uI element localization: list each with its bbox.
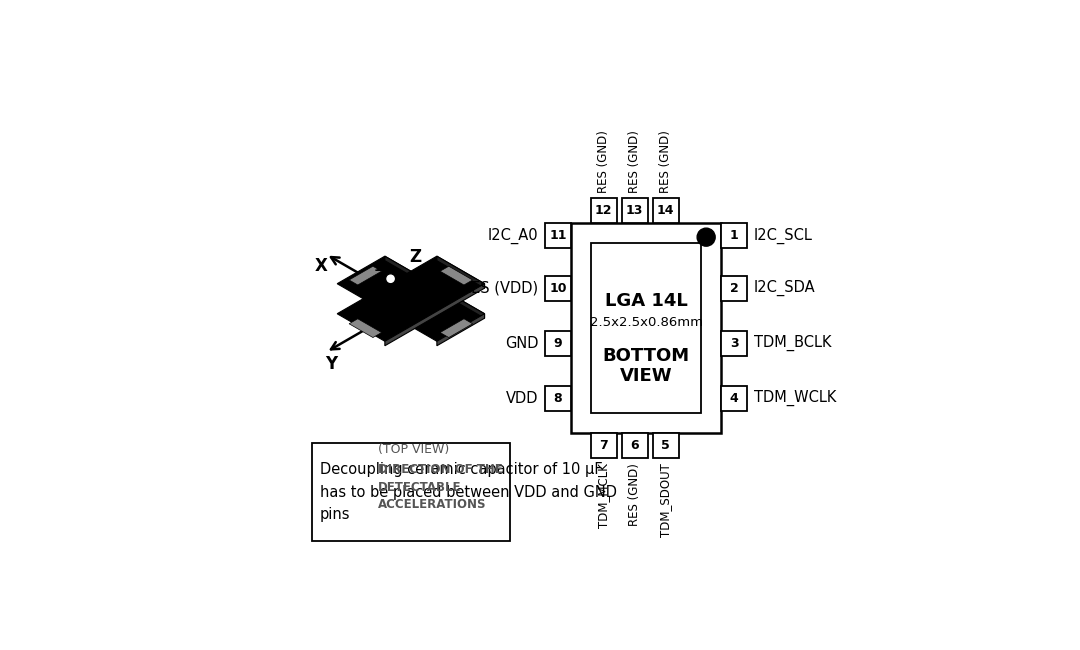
Text: (TOP VIEW): (TOP VIEW) bbox=[378, 443, 449, 456]
Text: 14: 14 bbox=[657, 204, 674, 217]
Polygon shape bbox=[349, 266, 381, 285]
Text: TDM_BCLK: TDM_BCLK bbox=[754, 335, 832, 352]
Bar bbox=[721, 276, 747, 301]
Polygon shape bbox=[337, 256, 485, 341]
Text: DETECTABLE: DETECTABLE bbox=[378, 481, 462, 494]
Bar bbox=[652, 198, 678, 223]
Text: 5: 5 bbox=[661, 439, 670, 452]
Bar bbox=[312, 443, 510, 541]
Text: 7: 7 bbox=[599, 439, 608, 452]
Polygon shape bbox=[349, 318, 381, 337]
Bar bbox=[591, 198, 617, 223]
Text: DIRECTION OF THE: DIRECTION OF THE bbox=[378, 463, 503, 476]
Text: TDM_SDOUT: TDM_SDOUT bbox=[659, 463, 672, 538]
Text: 9: 9 bbox=[554, 337, 563, 350]
Bar bbox=[721, 223, 747, 248]
Bar bbox=[622, 198, 648, 223]
Text: 6: 6 bbox=[631, 439, 639, 452]
Text: VDD: VDD bbox=[507, 391, 539, 406]
Bar bbox=[622, 434, 648, 458]
Text: 10: 10 bbox=[550, 281, 567, 294]
Text: X: X bbox=[314, 257, 327, 275]
Text: ACCELERATIONS: ACCELERATIONS bbox=[378, 499, 487, 512]
Text: LGA 14L: LGA 14L bbox=[605, 292, 688, 309]
Circle shape bbox=[698, 228, 715, 246]
Bar bbox=[721, 386, 747, 411]
Bar bbox=[652, 434, 678, 458]
Text: 11: 11 bbox=[550, 229, 567, 242]
Polygon shape bbox=[441, 318, 473, 337]
Text: 4: 4 bbox=[730, 392, 739, 405]
Bar bbox=[591, 243, 701, 413]
Text: 12: 12 bbox=[595, 204, 612, 217]
Bar bbox=[591, 434, 617, 458]
Text: BOTTOM: BOTTOM bbox=[603, 347, 690, 365]
Bar bbox=[545, 331, 571, 356]
Bar bbox=[721, 331, 747, 356]
Bar bbox=[545, 223, 571, 248]
Text: TDM_MCLK: TDM_MCLK bbox=[597, 463, 610, 528]
Text: RES (GND): RES (GND) bbox=[597, 130, 610, 193]
Text: 2: 2 bbox=[730, 281, 739, 294]
Text: GND: GND bbox=[505, 336, 539, 351]
Bar bbox=[545, 386, 571, 411]
Text: I2C_A0: I2C_A0 bbox=[488, 227, 539, 244]
Text: 8: 8 bbox=[554, 392, 563, 405]
Text: RES (VDD): RES (VDD) bbox=[461, 281, 539, 296]
Text: 1: 1 bbox=[374, 261, 381, 274]
Text: 1: 1 bbox=[730, 229, 739, 242]
Text: RES (GND): RES (GND) bbox=[659, 130, 672, 193]
Text: 3: 3 bbox=[730, 337, 739, 350]
Text: TDM_WCLK: TDM_WCLK bbox=[754, 390, 836, 406]
Text: RES (GND): RES (GND) bbox=[629, 463, 642, 526]
Polygon shape bbox=[384, 283, 485, 346]
Text: 13: 13 bbox=[626, 204, 644, 217]
Polygon shape bbox=[437, 314, 485, 346]
Polygon shape bbox=[384, 256, 485, 318]
Text: Y: Y bbox=[325, 355, 337, 372]
Text: Z: Z bbox=[409, 248, 421, 266]
Polygon shape bbox=[337, 256, 485, 341]
Text: 2.5x2.5x0.86mm: 2.5x2.5x0.86mm bbox=[590, 316, 703, 329]
Bar bbox=[571, 223, 721, 434]
Text: RES (GND): RES (GND) bbox=[629, 130, 642, 193]
Polygon shape bbox=[441, 266, 473, 285]
Text: I2C_SDA: I2C_SDA bbox=[754, 280, 815, 296]
Circle shape bbox=[386, 274, 395, 284]
Text: I2C_SCL: I2C_SCL bbox=[754, 227, 812, 244]
Bar bbox=[545, 276, 571, 301]
Text: VIEW: VIEW bbox=[620, 367, 673, 385]
Polygon shape bbox=[437, 256, 485, 288]
Text: Decoupling ceramic capacitor of 10 μF
has to be placed between VDD and GND
pins: Decoupling ceramic capacitor of 10 μF ha… bbox=[320, 462, 617, 522]
